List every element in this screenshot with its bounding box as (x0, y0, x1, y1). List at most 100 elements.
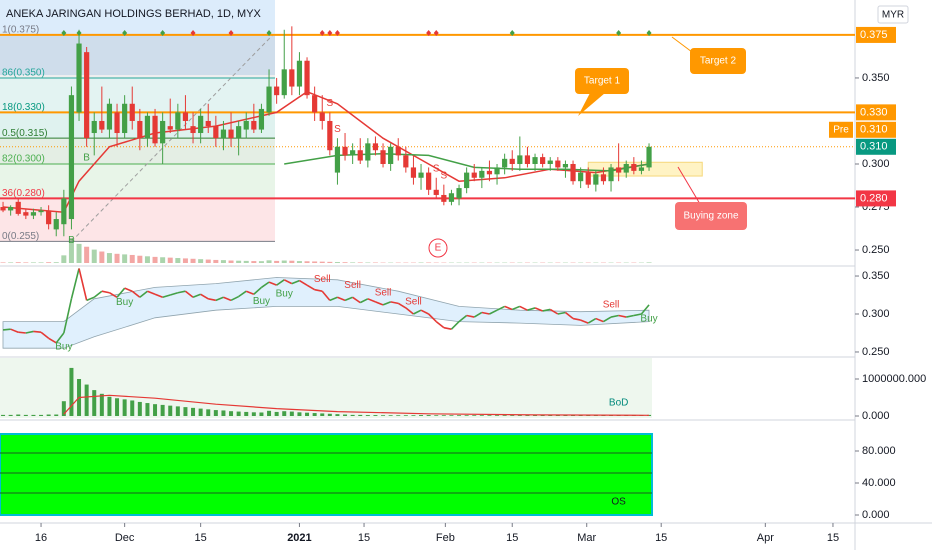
signal-label: Buy (276, 288, 293, 299)
oscillator-segment (177, 290, 186, 294)
candle-body (555, 160, 561, 168)
volume-bar (274, 260, 280, 263)
volume-histogram-bar (145, 403, 150, 417)
candle-body (160, 120, 166, 144)
volume-bar (281, 260, 287, 263)
x-tick-label: Feb (436, 532, 455, 544)
y-tick-label: 0.250 (862, 346, 890, 358)
volume-bar (106, 253, 112, 263)
price-badge (856, 190, 896, 207)
oscillator-segment (2, 328, 11, 331)
oscillator-segment (70, 268, 80, 300)
volume-histogram-bar (510, 415, 515, 417)
volume-bar (30, 262, 36, 263)
oscillator-segment (124, 287, 133, 292)
oscillator-block (0, 433, 653, 516)
oscillator-segment (78, 268, 88, 301)
volume-histogram-bar (115, 398, 120, 417)
candle-body (540, 157, 546, 164)
candle-body (327, 120, 333, 151)
candle-body (304, 60, 310, 96)
volume-histogram-bar (8, 414, 13, 417)
candle-body (251, 120, 257, 130)
volume-histogram-bar (229, 411, 234, 417)
volume-histogram-bar (479, 415, 484, 417)
candle-body (608, 167, 614, 182)
fib-label: 1(0.375) (2, 25, 39, 36)
oscillator-segment (443, 326, 452, 330)
oscillator-segment (306, 284, 316, 291)
oscillator-segment (382, 301, 391, 306)
pane-background (0, 358, 652, 418)
volume-bar (122, 254, 128, 263)
fib-zone (0, 34, 275, 78)
top-marker (228, 30, 234, 36)
candle-body (15, 201, 21, 214)
x-tick-label: 16 (35, 532, 47, 544)
volume-histogram-bar (160, 404, 165, 417)
candle-body (570, 163, 576, 182)
oscillator-segment (260, 281, 270, 289)
oscillator-segment (413, 309, 422, 315)
y-tick-label: 0.300 (862, 308, 890, 320)
earnings-marker[interactable] (428, 238, 448, 258)
candle-body (0, 207, 6, 211)
signal-label: B (83, 152, 90, 163)
candle-body (122, 103, 128, 134)
oscillator-segment (63, 298, 73, 334)
volume-bar (23, 262, 29, 263)
oscillator-segment (542, 308, 551, 312)
candle-body (486, 170, 493, 175)
candle-body (190, 126, 196, 134)
candle-body (84, 52, 90, 139)
oscillator-segment (618, 314, 627, 318)
volume-bar (68, 238, 74, 263)
volume-bar (327, 261, 333, 263)
y-tick-label: 0.000 (862, 509, 890, 521)
volume-bar (160, 257, 166, 263)
volume-histogram-bar (244, 411, 249, 417)
candle-body (137, 120, 143, 139)
volume-bar (251, 261, 257, 263)
oscillator-segment (511, 305, 521, 311)
oscillator-segment (40, 331, 50, 339)
volume-bar (114, 253, 120, 263)
oscillator-segment (268, 281, 277, 286)
volume-histogram-bar (274, 411, 279, 417)
top-marker (616, 30, 622, 36)
annotation-text: Target 1 (584, 76, 621, 87)
volume-histogram-bar (555, 415, 560, 417)
oscillator-segment (283, 279, 293, 285)
volume-bar (350, 262, 356, 263)
candle-body (266, 86, 272, 113)
candle-body (631, 163, 637, 171)
oscillator-segment (162, 294, 171, 299)
candle-body (319, 112, 325, 121)
currency-box[interactable] (877, 5, 909, 24)
volume-histogram-bar (1, 414, 6, 417)
volume-bar (646, 262, 652, 263)
candle-body (289, 69, 295, 87)
pre-name: Pre (833, 124, 849, 135)
candle-body (342, 146, 348, 156)
signal-label: S (327, 98, 334, 109)
oscillator-segment (557, 311, 566, 315)
candle-body (99, 120, 105, 130)
oscillator-segment (534, 307, 543, 312)
pre-badge (856, 121, 896, 138)
candle-body (205, 120, 211, 127)
candle-body (274, 86, 280, 96)
oscillator-segment (481, 311, 490, 315)
volume-histogram-bar (358, 414, 363, 417)
top-marker (61, 30, 67, 36)
volume-histogram-bar (441, 415, 446, 417)
volume-histogram-bar (426, 415, 431, 417)
candle-body (114, 112, 120, 134)
volume-histogram-bar (137, 401, 142, 417)
y-tick-label: 1000000.000 (862, 373, 926, 385)
top-marker (122, 30, 128, 36)
pre-badge-label: 0.310 (860, 124, 888, 136)
signal-label: Buy (253, 296, 270, 307)
fib-zone (0, 77, 275, 113)
